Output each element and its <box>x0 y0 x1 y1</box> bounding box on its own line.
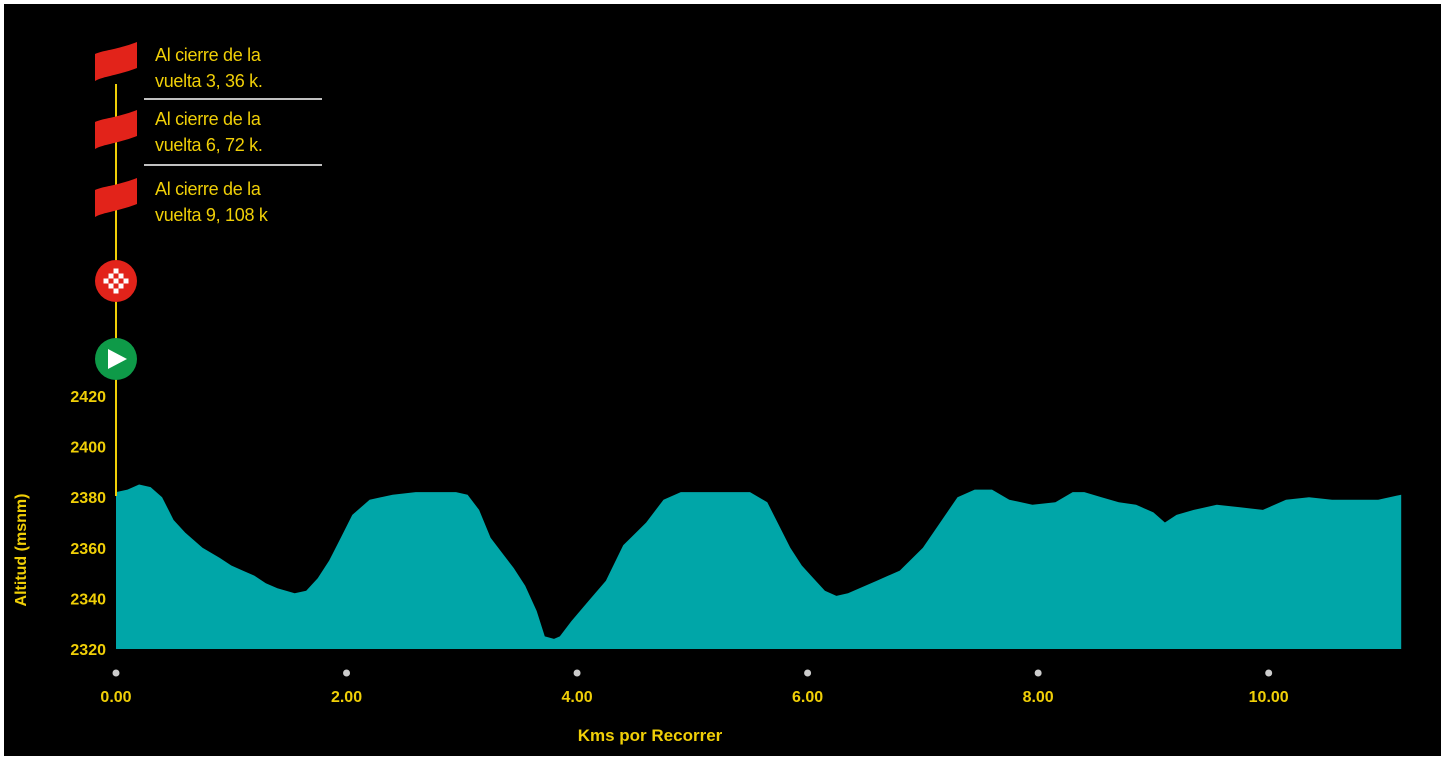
x-tick-dot <box>1265 669 1273 677</box>
y-axis-label: Altitud (msnm) <box>13 494 30 607</box>
x-tick-label: 0.00 <box>100 689 131 706</box>
legend-markers <box>95 42 322 496</box>
x-tick-dot <box>573 669 581 677</box>
checker-square <box>123 278 129 284</box>
x-tick-label: 8.00 <box>1023 689 1054 706</box>
y-axis-ticks: 2320 2340 2360 2380 2400 2420 <box>70 389 106 659</box>
elevation-chart: 2320 2340 2360 2380 2400 2420 0.00 2.00 4.00 6.0… <box>13 42 1402 745</box>
elevation-area <box>116 484 1402 649</box>
y-tick-label: 2340 <box>70 591 106 608</box>
checker-square <box>113 268 119 274</box>
red-flag-icon <box>95 178 137 217</box>
checker-square <box>118 283 124 289</box>
legend-item-3-line2: vuelta 9, 108 k <box>155 205 268 225</box>
x-tick-dot <box>1034 669 1042 677</box>
y-tick-label: 2320 <box>70 642 106 659</box>
x-tick-dot <box>112 669 120 677</box>
checker-square <box>108 283 114 289</box>
checker-square <box>118 273 124 279</box>
red-flag-icon <box>95 110 137 149</box>
legend-item-2-line2: vuelta 6, 72 k. <box>155 135 263 155</box>
legend-item-1-line2: vuelta 3, 36 k. <box>155 71 263 91</box>
legend-item-3-line1: Al cierre de la <box>155 179 261 199</box>
x-tick-dot <box>343 669 351 677</box>
x-tick-label: 10.00 <box>1249 689 1289 706</box>
checker-square <box>113 278 119 284</box>
play-arrow-icon <box>108 349 127 369</box>
y-tick-label: 2400 <box>70 440 106 457</box>
x-axis-label: Kms por Recorrer <box>578 726 723 745</box>
legend-item-2: Al cierre de la vuelta 6, 72 k. <box>155 106 325 158</box>
x-tick-label: 4.00 <box>562 689 593 706</box>
area-layer <box>116 484 1402 649</box>
legend-item-1: Al cierre de la vuelta 3, 36 k. <box>155 42 325 94</box>
legend-item-3: Al cierre de la vuelta 9, 108 k <box>155 176 325 228</box>
red-flag-icon <box>95 42 137 81</box>
y-tick-label: 2360 <box>70 541 106 558</box>
y-tick-label: 2420 <box>70 389 106 406</box>
x-tick-dot <box>804 669 812 677</box>
legend-item-1-line1: Al cierre de la <box>155 45 261 65</box>
legend-item-2-line1: Al cierre de la <box>155 109 261 129</box>
checker-square <box>103 278 109 284</box>
chart-frame: 2320 2340 2360 2380 2400 2420 0.00 2.00 4.00 6.0… <box>4 4 1441 756</box>
x-axis-ticks: 0.00 2.00 4.00 6.00 8.00 10.00 <box>100 669 1289 706</box>
x-tick-label: 2.00 <box>331 689 362 706</box>
checker-square <box>113 288 119 294</box>
y-tick-label: 2380 <box>70 490 106 507</box>
x-tick-label: 6.00 <box>792 689 823 706</box>
checker-square <box>108 273 114 279</box>
